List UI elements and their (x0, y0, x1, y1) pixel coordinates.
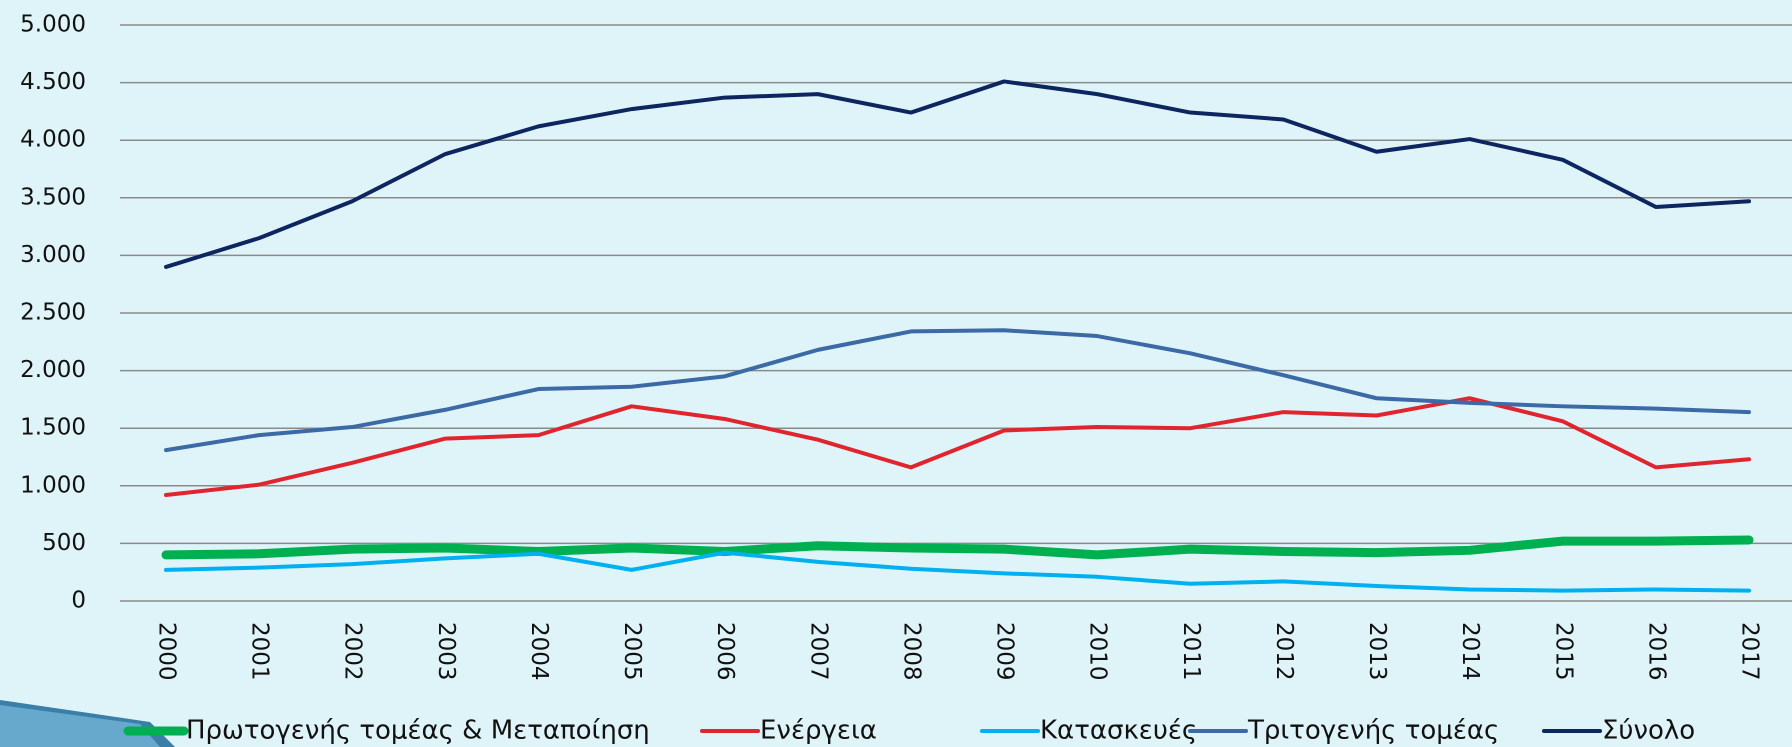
x-tick-label: 2004 (526, 622, 552, 681)
legend-label: Κατασκευές (1040, 716, 1197, 746)
y-tick-label: 5.000 (20, 12, 86, 38)
y-tick-label: 0 (71, 588, 86, 614)
x-tick-label: 2000 (154, 622, 180, 681)
y-tick-label: 3.500 (20, 184, 86, 210)
y-tick-label: 1.000 (20, 472, 86, 498)
x-tick-label: 2003 (433, 622, 459, 681)
line (164, 328, 1751, 453)
y-tick-label: 2.500 (20, 300, 86, 326)
y-tick-label: 2.000 (20, 357, 86, 383)
x-tick-label: 2015 (1550, 622, 1576, 681)
legend-label: Ενέργεια (760, 716, 877, 746)
line (161, 535, 1754, 560)
y-tick-label: 500 (42, 530, 86, 556)
x-tick-label: 2009 (992, 622, 1018, 681)
y-tick-label: 3.000 (20, 242, 86, 268)
x-tick-label: 2016 (1643, 622, 1669, 681)
x-tick-label: 2006 (712, 622, 738, 681)
x-tick-label: 2005 (619, 622, 645, 681)
x-tick-label: 2017 (1737, 622, 1763, 681)
x-tick-label: 2013 (1364, 622, 1390, 681)
x-tick-label: 2010 (1085, 622, 1111, 681)
y-tick-label: 4.000 (20, 127, 86, 153)
x-tick-label: 2014 (1457, 622, 1483, 681)
x-tick-label: 2002 (340, 622, 366, 681)
line (164, 79, 1751, 269)
x-tick-label: 2001 (247, 622, 273, 681)
line (164, 550, 1751, 593)
x-tick-label: 2012 (1271, 622, 1297, 681)
x-tick-label: 2007 (805, 622, 831, 681)
legend-label: Τριτογενής τομέας (1247, 716, 1499, 746)
decoration (0, 705, 160, 747)
legend-label: Σύνολο (1602, 716, 1695, 746)
x-tick-label: 2011 (1178, 622, 1204, 681)
y-tick-label: 1.500 (20, 415, 86, 441)
y-tick-label: 4.500 (20, 69, 86, 95)
legend-label: Πρωτογενής τομέας & Μεταποίηση (186, 716, 650, 746)
x-tick-label: 2008 (898, 622, 924, 681)
